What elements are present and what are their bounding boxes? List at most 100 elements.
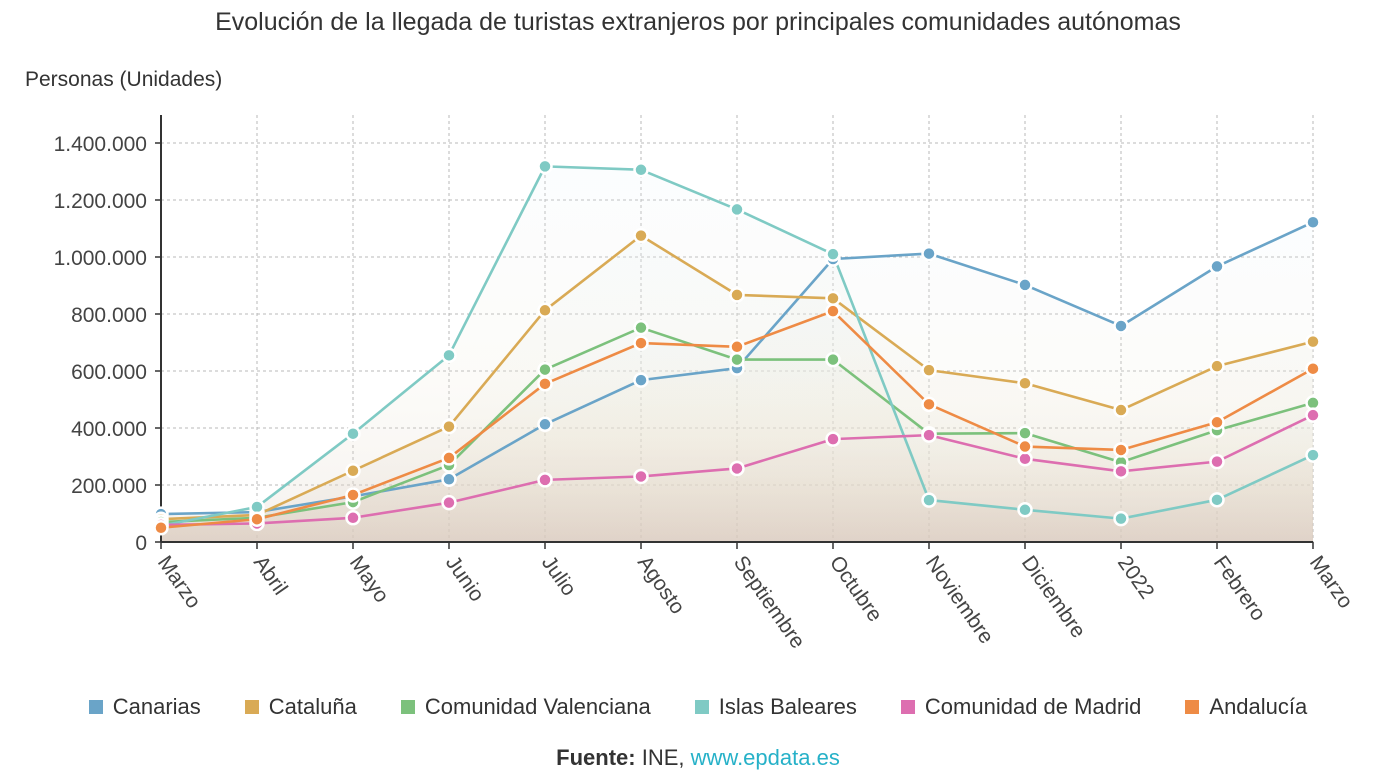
point-Comunidad Valenciana	[729, 351, 745, 368]
point-Comunidad de Madrid	[633, 468, 649, 485]
point-Andalucía	[153, 520, 169, 536]
x-tick-label: Marzo	[1305, 552, 1357, 613]
point-Comunidad de Madrid	[1305, 407, 1321, 423]
point-Canarias	[921, 245, 937, 262]
legend-label: Canarias	[112, 694, 201, 719]
point-Andalucía	[1209, 414, 1225, 431]
y-tick-label: 1.000.000	[54, 247, 147, 270]
x-tick-label: Julio	[537, 552, 581, 601]
legend-item[interactable]: Comunidad de Madrid	[900, 694, 1142, 720]
y-tick-label: 400.000	[71, 418, 147, 441]
point-Andalucía	[633, 335, 649, 351]
point-Cataluña	[1113, 402, 1129, 418]
point-Canarias	[1113, 318, 1129, 334]
point-Cataluña	[345, 463, 361, 479]
point-Comunidad de Madrid	[825, 431, 841, 447]
source-note: Fuente: INE, www.epdata.es	[0, 745, 1376, 771]
point-Andalucía	[825, 303, 841, 319]
legend-item[interactable]: Cataluña	[244, 694, 357, 720]
point-Comunidad Valenciana	[537, 361, 553, 378]
point-Andalucía	[1305, 360, 1321, 377]
x-tick-label: Abril	[249, 552, 292, 600]
legend-item[interactable]: Islas Baleares	[694, 694, 857, 720]
x-tick-label: Diciembre	[1017, 552, 1090, 643]
point-Comunidad de Madrid	[1113, 463, 1129, 480]
chart-title: Evolución de la llegada de turistas extr…	[215, 8, 1181, 36]
point-Islas Baleares	[537, 158, 553, 175]
series-points	[153, 158, 1321, 536]
point-Islas Baleares	[1017, 502, 1033, 518]
legend: Canarias Cataluña Comunidad Valenciana Isla…	[0, 694, 1376, 720]
legend-item[interactable]: Comunidad Valenciana	[400, 694, 651, 720]
y-tick-label: 800.000	[71, 304, 147, 327]
legend-label: Comunidad de Madrid	[924, 694, 1142, 719]
source-label: Fuente:	[556, 745, 636, 770]
point-Islas Baleares	[633, 162, 649, 178]
x-tick-label: Marzo	[153, 552, 205, 613]
source-text: INE,	[635, 745, 691, 770]
y-tick-label: 1.400.000	[54, 133, 147, 156]
x-tick-label: Junio	[441, 552, 489, 606]
point-Cataluña	[633, 227, 649, 244]
x-tick-label: Octubre	[825, 552, 887, 626]
point-Andalucía	[537, 376, 553, 392]
point-Cataluña	[825, 290, 841, 307]
x-tick-label: Febrero	[1209, 552, 1270, 625]
legend-swatch	[1185, 700, 1200, 714]
point-Andalucía	[1113, 442, 1129, 458]
y-axis-label: Personas (Unidades)	[25, 68, 223, 91]
point-Cataluña	[1305, 333, 1321, 350]
point-Andalucía	[249, 511, 265, 527]
point-Andalucía	[441, 450, 457, 466]
legend-item[interactable]: Andalucía	[1185, 694, 1307, 720]
x-tick-label: Noviembre	[921, 552, 998, 648]
point-Andalucía	[729, 339, 745, 355]
point-Cataluña	[921, 362, 937, 378]
point-Islas Baleares	[1305, 447, 1321, 463]
legend-label: Andalucía	[1209, 694, 1308, 719]
point-Comunidad Valenciana	[1017, 425, 1033, 441]
point-Comunidad de Madrid	[921, 427, 937, 443]
legend-swatch	[694, 700, 709, 714]
point-Comunidad Valenciana	[825, 351, 841, 368]
point-Islas Baleares	[1113, 510, 1129, 527]
point-Cataluña	[729, 287, 745, 303]
point-Islas Baleares	[825, 246, 841, 262]
source-link[interactable]: www.epdata.es	[690, 745, 840, 770]
x-tick-label: 2022	[1113, 552, 1159, 603]
point-Comunidad Valenciana	[633, 319, 649, 336]
legend-label: Islas Baleares	[718, 694, 857, 719]
point-Islas Baleares	[345, 425, 361, 442]
point-Andalucía	[345, 487, 361, 503]
legend-swatch	[400, 700, 415, 714]
point-Canarias	[1209, 258, 1225, 275]
point-Andalucía	[921, 396, 937, 413]
point-Cataluña	[441, 418, 457, 435]
point-Comunidad de Madrid	[441, 494, 457, 511]
y-tick-label: 0	[135, 532, 147, 555]
point-Canarias	[1017, 277, 1033, 293]
point-Andalucía	[1017, 438, 1033, 455]
point-Canarias	[1305, 214, 1321, 230]
point-Islas Baleares	[729, 201, 745, 218]
x-tick-label: Agosto	[633, 552, 689, 619]
x-tick-label: Septiembre	[729, 552, 809, 653]
point-Islas Baleares	[921, 492, 937, 508]
point-Canarias	[633, 372, 649, 388]
chart-plot: 0 200.000 400.000 600.000 800.000 1.000.000 1.…	[54, 115, 1357, 653]
point-Islas Baleares	[1209, 492, 1225, 508]
legend-label: Comunidad Valenciana	[424, 694, 651, 719]
legend-swatch	[88, 700, 103, 714]
point-Canarias	[441, 471, 457, 488]
legend-item[interactable]: Canarias	[88, 694, 201, 720]
point-Comunidad de Madrid	[1209, 453, 1225, 470]
legend-swatch	[244, 700, 259, 714]
point-Comunidad de Madrid	[729, 460, 745, 477]
x-tick-label: Mayo	[345, 552, 393, 607]
point-Cataluña	[537, 302, 553, 319]
point-Comunidad de Madrid	[537, 472, 553, 488]
y-tick-label: 200.000	[71, 475, 147, 498]
point-Canarias	[537, 416, 553, 433]
point-Cataluña	[1017, 375, 1033, 392]
y-tick-label: 600.000	[71, 361, 147, 384]
